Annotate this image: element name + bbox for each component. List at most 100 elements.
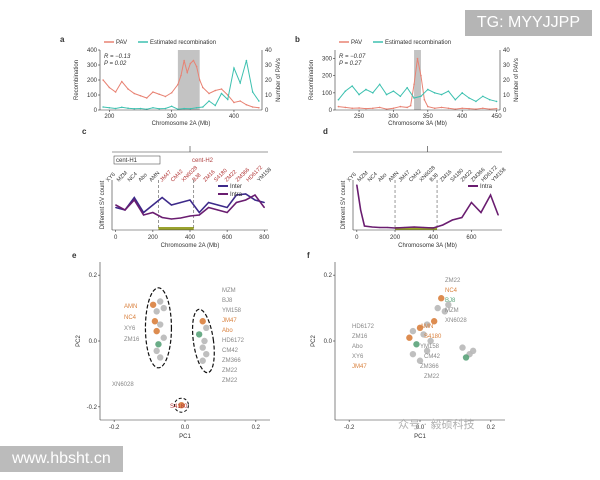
data-point bbox=[386, 226, 388, 229]
panel-f: f -0.2 0.0 0.2 0.0 0.2 PC1 PC2 HD6172 ZM16 Abo XY6 J… bbox=[307, 251, 505, 440]
point-label: ZM22 bbox=[445, 278, 461, 284]
point-label: CM42 bbox=[424, 354, 441, 360]
point-label: XN6028 bbox=[112, 382, 134, 388]
data-point bbox=[245, 199, 247, 201]
data-point bbox=[392, 90, 395, 92]
annotation-p: P = 0.02 bbox=[104, 61, 127, 67]
x-tick-label: 0.2 bbox=[487, 425, 496, 431]
data-point bbox=[432, 227, 434, 229]
x-axis-title: PC1 bbox=[414, 434, 426, 440]
x-tick-label: -0.2 bbox=[344, 425, 355, 431]
point-label: ZM16 bbox=[124, 337, 140, 343]
data-point bbox=[189, 199, 191, 201]
cent-h1-box bbox=[113, 155, 161, 165]
cluster-ellipse-right bbox=[191, 308, 215, 374]
outlier-circle bbox=[173, 397, 189, 413]
data-point bbox=[170, 218, 173, 220]
data-point bbox=[195, 106, 198, 109]
data-point bbox=[127, 107, 129, 109]
data-point bbox=[251, 106, 254, 108]
scatter-point bbox=[416, 357, 424, 364]
data-point bbox=[220, 92, 223, 95]
data-point bbox=[233, 67, 235, 69]
x-tick-label: 800 bbox=[259, 235, 270, 241]
data-point bbox=[399, 95, 402, 98]
accession-label: AMN bbox=[388, 171, 401, 184]
data-point bbox=[475, 100, 477, 103]
legend-label-inter: Inter bbox=[230, 184, 242, 190]
data-point bbox=[344, 106, 347, 109]
data-point bbox=[145, 108, 148, 111]
point-label: ZM16 bbox=[352, 334, 368, 340]
data-point bbox=[114, 91, 117, 93]
data-point bbox=[254, 194, 256, 196]
point-label: ZM22 bbox=[222, 378, 238, 384]
data-point bbox=[337, 98, 340, 101]
data-point bbox=[258, 100, 260, 102]
data-point bbox=[409, 104, 412, 107]
scatter-point bbox=[409, 327, 417, 335]
annotation-r: R = −0.13 bbox=[104, 54, 131, 60]
data-point bbox=[139, 94, 142, 97]
data-point bbox=[108, 106, 111, 109]
y-right-tick-label: 30 bbox=[265, 63, 272, 69]
data-point bbox=[433, 107, 436, 110]
y-tick-label: 100 bbox=[322, 91, 333, 97]
x-tick-label: 400 bbox=[457, 114, 468, 120]
x-tick-label: 600 bbox=[466, 235, 477, 241]
data-point bbox=[406, 106, 408, 109]
data-point bbox=[189, 215, 191, 217]
data-point bbox=[245, 193, 247, 195]
scatter-point bbox=[178, 401, 185, 409]
data-point bbox=[351, 85, 353, 87]
data-point bbox=[133, 196, 135, 199]
data-point bbox=[208, 100, 210, 102]
data-point bbox=[475, 108, 477, 110]
scatter-point bbox=[459, 344, 466, 351]
data-point bbox=[164, 107, 167, 110]
y-tick-label: -0.2 bbox=[87, 405, 98, 411]
y-tick-label: 100 bbox=[87, 93, 98, 99]
series-line-intra bbox=[356, 184, 499, 229]
centromere-bar bbox=[158, 227, 194, 230]
data-point bbox=[152, 204, 154, 206]
x-tick-label: 0.0 bbox=[416, 425, 425, 431]
y-axis-title: Different SV count bbox=[341, 180, 347, 229]
data-point bbox=[468, 107, 470, 110]
data-point bbox=[461, 92, 463, 94]
panel-letter: a bbox=[60, 35, 65, 44]
data-point bbox=[180, 217, 182, 219]
data-point bbox=[461, 107, 463, 110]
data-point bbox=[233, 101, 235, 104]
data-point bbox=[207, 201, 210, 204]
data-point bbox=[363, 225, 366, 227]
data-point bbox=[170, 91, 173, 94]
data-point bbox=[133, 108, 136, 110]
data-point bbox=[263, 201, 265, 204]
accession-label: Abo bbox=[138, 172, 149, 183]
data-point bbox=[416, 57, 419, 60]
data-point bbox=[202, 106, 204, 108]
data-point bbox=[198, 79, 201, 81]
data-point bbox=[433, 92, 436, 94]
cent-h1-label: cent-H1 bbox=[116, 158, 138, 164]
data-point bbox=[102, 106, 104, 108]
y-right-tick-label: 20 bbox=[503, 78, 510, 84]
accession-label: BJ8 bbox=[429, 172, 440, 183]
data-point bbox=[245, 59, 248, 62]
point-label: NC4 bbox=[124, 315, 137, 321]
data-point bbox=[133, 92, 136, 95]
data-point bbox=[254, 199, 256, 201]
scatter-point bbox=[199, 344, 206, 351]
data-point bbox=[495, 100, 498, 103]
data-point bbox=[108, 86, 111, 89]
data-point bbox=[115, 204, 117, 206]
y-tick-label: 300 bbox=[322, 57, 333, 63]
point-label: AMN bbox=[420, 324, 433, 330]
data-point bbox=[356, 184, 358, 186]
data-point bbox=[198, 211, 200, 214]
data-point bbox=[208, 92, 210, 95]
data-point bbox=[158, 108, 160, 110]
data-point bbox=[214, 104, 217, 107]
data-point bbox=[358, 107, 360, 109]
